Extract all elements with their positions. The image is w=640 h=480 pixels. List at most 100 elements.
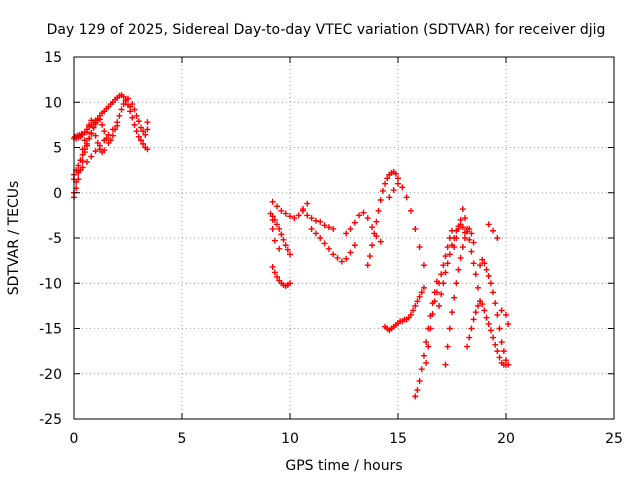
data-point	[317, 218, 324, 225]
data-point	[490, 289, 497, 296]
y-axis: 15 10 5 0 -5 -10 -15 -20 -25	[39, 50, 614, 428]
data-point	[83, 129, 90, 136]
data-point	[485, 273, 492, 280]
data-point	[120, 101, 127, 108]
y-tick-label: 0	[53, 186, 62, 202]
data-point	[483, 266, 490, 273]
data-point	[444, 343, 451, 350]
data-point	[418, 289, 425, 296]
data-point	[86, 121, 93, 128]
data-point	[81, 137, 88, 144]
data-point	[440, 280, 447, 287]
data-point	[498, 307, 505, 314]
data-point	[364, 262, 371, 269]
data-point	[487, 280, 494, 287]
data-point	[444, 244, 451, 251]
data-point	[129, 101, 136, 108]
data-point	[410, 307, 417, 314]
data-point	[79, 151, 86, 158]
data-point	[496, 325, 503, 332]
y-tick-label: 15	[44, 50, 62, 66]
data-point	[371, 230, 378, 237]
data-point	[140, 128, 147, 135]
data-point	[278, 231, 285, 238]
data-point	[116, 112, 123, 119]
x-tick-label: 20	[497, 431, 515, 447]
data-point	[304, 200, 311, 207]
data-point	[86, 135, 93, 142]
data-point	[78, 130, 85, 137]
data-point	[109, 126, 116, 133]
data-point	[269, 263, 276, 270]
data-point	[81, 146, 88, 153]
data-point	[77, 157, 84, 164]
data-point	[425, 343, 432, 350]
data-point	[360, 209, 367, 216]
data-point	[347, 249, 354, 256]
data-point	[494, 311, 501, 318]
data-point	[390, 187, 397, 194]
data-point	[88, 153, 95, 160]
x-tick-label: 25	[605, 431, 623, 447]
data-point	[407, 311, 414, 318]
data-point	[433, 289, 440, 296]
data-point	[490, 227, 497, 234]
data-point	[416, 244, 423, 251]
data-point	[468, 230, 475, 237]
data-point	[395, 175, 401, 182]
data-point	[101, 147, 108, 154]
data-point	[101, 128, 108, 135]
data-point	[436, 302, 443, 309]
data-point	[477, 262, 484, 269]
y-tick-label: -5	[48, 231, 62, 247]
data-point	[457, 254, 464, 261]
data-point	[109, 132, 116, 139]
data-point	[88, 130, 95, 137]
data-point	[494, 235, 501, 241]
data-point	[107, 137, 114, 144]
data-point	[321, 222, 328, 229]
data-point	[325, 245, 332, 252]
data-point	[308, 225, 315, 232]
data-point	[479, 256, 486, 263]
data-point	[131, 106, 138, 113]
data-point	[485, 221, 492, 228]
data-point	[271, 237, 278, 244]
data-point	[474, 302, 481, 309]
data-point	[142, 131, 149, 138]
data-point	[308, 215, 315, 222]
data-point	[282, 242, 289, 249]
data-point	[395, 180, 401, 187]
data-point	[505, 361, 512, 368]
data-point	[412, 225, 419, 232]
data-point	[492, 341, 499, 348]
data-point	[503, 311, 509, 318]
y-axis-label: SDTVAR / TECUs	[6, 181, 22, 296]
data-point	[137, 124, 144, 131]
data-point	[459, 224, 466, 231]
data-point	[403, 194, 410, 201]
data-point	[464, 225, 471, 232]
data-point	[120, 93, 127, 100]
data-point	[278, 207, 285, 214]
data-point	[420, 352, 427, 359]
data-point	[498, 339, 505, 346]
data-point	[79, 164, 86, 171]
data-point	[487, 327, 494, 334]
data-point	[351, 219, 358, 226]
data-point	[312, 230, 319, 237]
data-point	[427, 325, 434, 332]
data-point	[442, 269, 449, 276]
data-point	[472, 309, 479, 316]
data-point	[414, 387, 421, 394]
data-point	[481, 260, 488, 267]
data-point	[137, 137, 144, 144]
data-point	[496, 354, 503, 361]
data-point	[500, 348, 507, 355]
data-point	[492, 300, 499, 307]
data-point	[449, 309, 455, 316]
data-point	[369, 242, 376, 249]
data-point	[490, 334, 497, 341]
data-point	[416, 377, 423, 384]
data-point	[438, 271, 445, 278]
